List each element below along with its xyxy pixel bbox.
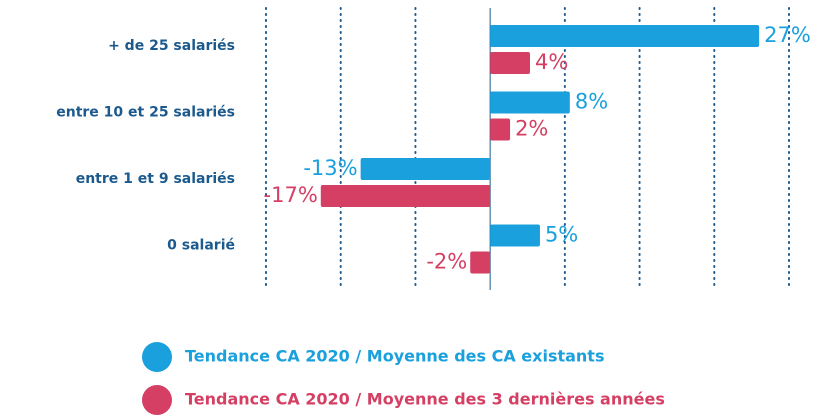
bar xyxy=(470,251,491,274)
bar xyxy=(490,91,570,114)
legend-label: Tendance CA 2020 / Moyenne des CA exista… xyxy=(185,347,604,366)
value-label: 5% xyxy=(545,223,578,247)
legend-swatch xyxy=(142,342,172,372)
bar xyxy=(360,158,491,180)
value-label: 27% xyxy=(764,23,811,47)
value-label: 8% xyxy=(575,90,608,114)
value-label: -17% xyxy=(264,183,318,207)
category-label: entre 1 et 9 salariés xyxy=(76,171,235,187)
bar xyxy=(490,25,760,47)
legend-label: Tendance CA 2020 / Moyenne des 3 dernièr… xyxy=(185,390,665,409)
value-label: -13% xyxy=(303,156,357,180)
category-label: + de 25 salariés xyxy=(108,38,235,54)
value-label: 4% xyxy=(535,50,568,74)
value-label: -2% xyxy=(426,250,467,274)
category-label: entre 10 et 25 salariés xyxy=(56,105,235,121)
bar xyxy=(490,52,530,74)
value-label: 2% xyxy=(515,117,548,141)
bar xyxy=(490,224,540,247)
category-label: 0 salarié xyxy=(167,238,235,254)
bar xyxy=(320,185,491,207)
bar xyxy=(490,118,511,141)
legend-swatch xyxy=(142,385,172,415)
